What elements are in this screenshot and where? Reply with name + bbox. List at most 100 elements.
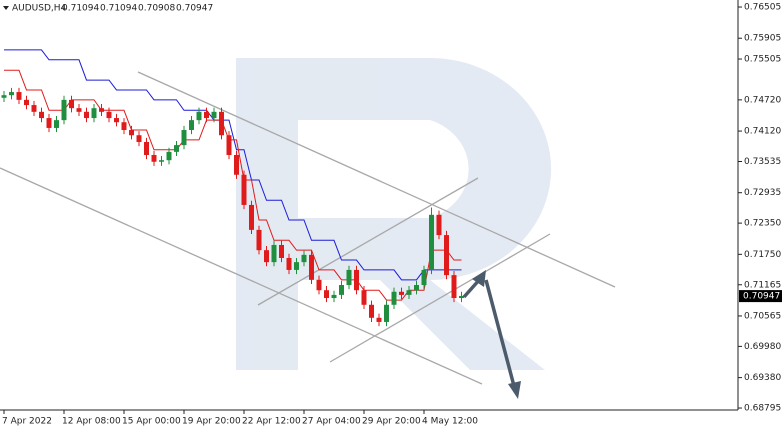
candle-body [316,279,322,291]
candle-body [151,154,157,162]
price-label-box [739,290,782,303]
y-tick-label: 0.72935 [744,188,781,198]
candle-body [16,92,22,100]
candle-body [39,111,44,119]
candle-body [226,135,232,155]
y-tick-label: 0.75505 [744,55,781,65]
candle-body [436,214,442,236]
candle-body [181,130,187,146]
x-tick-label: 27 Apr 04:00 [302,417,361,427]
plot-area [1,49,464,327]
candle-body [444,235,449,276]
candle-body [166,151,172,161]
candle-body [114,118,119,123]
menu-icon [3,6,9,10]
candle-body [249,204,254,230]
candle-body [339,285,344,295]
channel-line [329,233,551,363]
y-tick-label: 0.71750 [744,250,781,260]
watermark [236,58,552,370]
indicator-line [4,69,462,301]
y-tick-label: 0.73535 [744,157,781,167]
channel-line [257,177,479,306]
y-tick-label: 0.75905 [744,34,781,44]
candle-body [256,229,262,251]
y-tick-label: 0.76505 [744,3,781,13]
candle-body [451,275,457,299]
candle-body [429,214,434,270]
candle-body [91,108,97,119]
candle-body [136,135,142,142]
candle-body [144,141,149,155]
watermark-stem [236,58,298,370]
arrow-down [484,279,516,387]
candle-body [421,269,427,286]
candle-body [219,111,224,136]
candle-body [9,92,14,96]
arrow-head [508,381,521,399]
price-label: 0.70947 [743,292,780,302]
candle-body [1,95,7,98]
candle-body [286,257,292,270]
y-tick-label: 0.74120 [744,127,781,137]
x-tick-label: 12 Apr 08:00 [62,417,121,427]
candle-body [294,262,299,270]
header-close: 0.70947 [176,4,213,14]
candle-body [459,295,464,299]
y-tick-label: 0.69980 [744,342,781,352]
candle-body [121,122,127,131]
x-tick-label: 7 Apr 2022 [2,417,52,427]
y-tick-label: 0.72350 [744,219,781,229]
candle-body [174,145,179,152]
drawings [0,71,616,385]
candle-body [189,120,194,131]
header-high: 0.71094 [100,4,137,14]
candle-body [324,290,329,299]
candle-body [264,250,269,263]
candle-body [234,154,239,175]
candle-body [279,244,284,258]
y-tick-label: 0.74720 [744,95,781,105]
candle-body [399,291,404,295]
candle-body [309,254,314,280]
symbol: AUDUSD,H4 [12,4,67,14]
trend-line [0,167,483,385]
candle-body [369,304,374,318]
candle-body [24,99,29,106]
candle-body [406,290,412,295]
y-tick-label: 0.71165 [744,280,781,290]
candle-body [69,99,74,109]
x-tick-label: 19 Apr 20:00 [182,417,241,427]
candle-body [414,285,419,291]
x-tick-label: 15 Apr 00:00 [122,417,181,427]
candle-body [211,111,217,119]
forecast-arrows [462,270,521,399]
candle-body [361,290,367,305]
candle-body [129,130,134,136]
candle-body [391,291,397,305]
header-open: 0.71094 [62,4,99,14]
candle-body [376,317,382,322]
candle-body [46,118,52,128]
arrow-head [472,270,486,287]
candle-body [346,269,352,286]
candle-body [54,120,59,128]
candle-body [159,160,164,162]
candle-body [61,99,67,121]
candle-body [241,174,247,205]
candle-body [106,111,112,119]
candle-body [354,269,359,291]
watermark-bowl [298,58,552,370]
y-tick-label: 0.68795 [744,404,781,414]
header-low: 0.70908 [138,4,175,14]
candle-body [84,111,89,119]
trend-line [137,71,616,288]
candle-body [99,108,104,112]
candle-body [76,108,82,112]
y-tick-label: 0.70565 [744,311,781,321]
candle-body [301,254,307,263]
x-tick-label: 29 Apr 20:00 [362,417,421,427]
indicator-line [4,49,462,281]
candle-body [196,111,202,121]
